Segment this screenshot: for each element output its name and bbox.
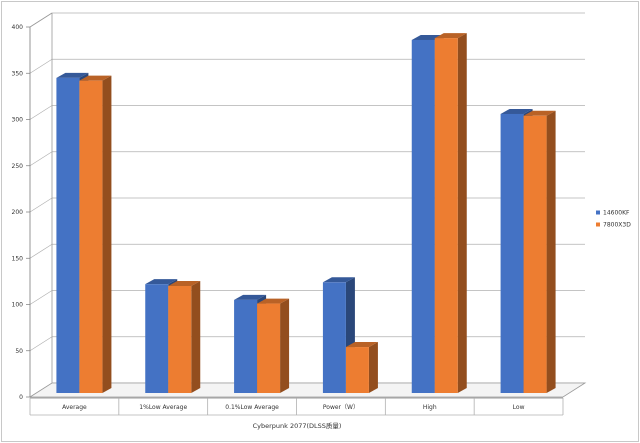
bar-top [500,108,533,114]
x-tick-label: 0.1%Low Average [225,404,279,411]
gridline-side [29,58,53,74]
legend: 14600KF 7800X3D [596,210,631,229]
x-tick-label: Low [513,404,525,411]
bar-top [523,110,556,116]
bar [345,342,378,393]
y-tick-label: 300 [12,117,24,124]
gridlines [29,12,585,398]
bar [257,298,290,393]
gridline-side [29,197,53,213]
bar-top [322,277,355,283]
y-axis: 0 50 100 150 200 250 300 350 400 [12,24,30,401]
gridline-side [29,151,53,167]
bar-front [345,347,369,393]
bar-front [500,113,524,393]
x-axis: Average 1%Low Average 0.1%Low Average Power… [29,397,564,416]
bar-front [523,115,547,394]
gridline-side [29,290,53,305]
y-tick-label: 100 [12,302,24,309]
bar-side [191,281,201,393]
bar-side [280,298,290,393]
bar-front [168,286,192,393]
x-tick-label: Average [62,404,87,411]
bar-top [79,75,112,81]
bar-top [257,298,290,304]
bar-side [457,33,467,393]
bar-top [345,342,378,348]
bar-top [56,72,89,78]
y-tick-label: 50 [15,348,23,355]
x-axis-title: Cyberpunk 2077(DLSS质量) [253,421,342,430]
legend-label: 14600KF [603,210,630,217]
legend-swatch [596,222,600,227]
bar-front [257,303,281,393]
bar-top [434,33,467,39]
bar [79,75,112,394]
y-tick-label: 350 [12,70,24,77]
bar-front [322,282,346,393]
bar-front [234,299,258,393]
side-wall-top-edge [29,12,53,28]
gridline-side [29,105,53,120]
legend-label: 7800X3D [603,222,631,229]
gridline-side [29,243,53,259]
bar-front [434,38,458,393]
bar [168,281,201,393]
bar [523,110,556,394]
y-tick-label: 250 [12,163,24,170]
x-tick-label: High [423,404,437,411]
y-tick-label: 0 [19,394,23,401]
bar-side [546,110,556,394]
bar-front [411,39,435,393]
x-tick-label: Power（W） [323,404,359,411]
bar-front [79,80,103,394]
bar-top [145,279,178,285]
bar [434,33,467,393]
bar-side [102,75,112,394]
x-tick-label: 1%Low Average [139,404,187,411]
gridline-side [29,336,53,352]
bar-side [368,342,378,393]
bar-top [234,294,267,300]
bar-front [145,284,169,393]
y-tick-label: 200 [12,209,24,216]
legend-swatch [596,210,600,215]
bar-front [56,77,80,393]
bar-top [168,281,201,286]
y-tick-label: 400 [12,24,24,31]
bars [56,33,556,394]
y-tick-label: 150 [12,255,24,262]
